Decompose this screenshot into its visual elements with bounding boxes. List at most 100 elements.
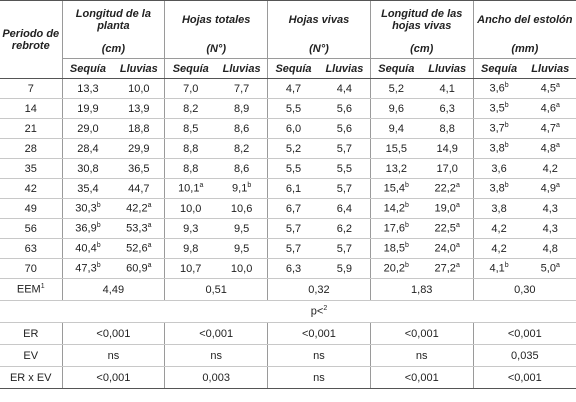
superscript: a bbox=[455, 222, 460, 230]
data-cell: 5,5 bbox=[267, 158, 319, 179]
data-cell: 8,8 bbox=[421, 118, 474, 139]
data-cell: 9,1b bbox=[216, 178, 268, 199]
data-cell: 17,0 bbox=[421, 158, 474, 179]
data-cell: 22,5a bbox=[421, 218, 474, 239]
superscript: b bbox=[405, 242, 409, 250]
season-header: Sequía bbox=[472, 58, 525, 79]
data-cell: 27,2a bbox=[421, 258, 474, 279]
data-cell: 15,5 bbox=[369, 138, 422, 159]
results-table: Periodo de rebrote Longitud de la planta H… bbox=[0, 0, 576, 389]
data-cell: 3,7b bbox=[472, 118, 525, 139]
superscript: a bbox=[455, 262, 460, 270]
season-header: Lluvias bbox=[421, 58, 474, 79]
data-cell: 6,3 bbox=[267, 258, 319, 279]
data-cell: 36,5 bbox=[113, 158, 165, 179]
data-cell: 4,2 bbox=[524, 158, 576, 179]
period: 35 bbox=[0, 158, 62, 179]
superscript: a bbox=[147, 242, 152, 250]
data-cell: 5,6 bbox=[318, 98, 371, 119]
label: EEM bbox=[16, 283, 41, 296]
eem-value: 0,30 bbox=[472, 278, 576, 301]
test-value: <0,001 bbox=[61, 322, 165, 345]
p-row: p<2 bbox=[0, 300, 576, 323]
test-value: ns bbox=[267, 344, 371, 367]
superscript: a bbox=[555, 102, 560, 110]
superscript: a bbox=[455, 202, 460, 210]
data-cell: 5,2 bbox=[369, 78, 422, 99]
superscript: a bbox=[147, 202, 152, 210]
data-cell: 5,7 bbox=[318, 238, 371, 259]
data-cell: 3,8 bbox=[472, 198, 525, 219]
superscript: b bbox=[405, 202, 409, 210]
data-cell: 5,5 bbox=[267, 98, 319, 119]
superscript: b bbox=[405, 182, 409, 190]
superscript: b bbox=[247, 182, 252, 190]
data-cell: 6,0 bbox=[267, 118, 319, 139]
data-cell: 9,3 bbox=[164, 218, 217, 239]
data-cell: 9,4 bbox=[369, 118, 422, 139]
cell-value: 52,6 bbox=[126, 242, 148, 255]
period: 14 bbox=[0, 98, 62, 119]
superscript: a bbox=[147, 222, 152, 230]
superscript: b bbox=[96, 222, 101, 230]
superscript: b bbox=[504, 142, 509, 150]
cell-value: 4,5 bbox=[540, 82, 556, 95]
cell-value: 22,5 bbox=[434, 222, 456, 235]
data-row: 28 28,4 29,9 8,8 8,2 5,2 5,7 15,5 14,9 3,8b 4,8a bbox=[0, 138, 576, 159]
data-cell: 6,4 bbox=[318, 198, 371, 219]
season-header: Sequía bbox=[61, 58, 114, 79]
data-cell: 4,3 bbox=[524, 198, 576, 219]
data-cell: 6,3 bbox=[421, 98, 474, 119]
data-cell: 5,9 bbox=[318, 258, 371, 279]
season-header: Sequía bbox=[267, 58, 319, 79]
period: 49 bbox=[0, 198, 62, 219]
data-cell: 5,7 bbox=[318, 138, 371, 159]
cell-value: 18,5 bbox=[383, 242, 406, 255]
period: 7 bbox=[0, 78, 62, 99]
data-row: 70 47,3b 60,9a 10,7 10,0 6,3 5,9 20,2b 27,2a 4,1b… bbox=[0, 258, 576, 279]
data-cell: 47,3b bbox=[61, 258, 114, 279]
blank bbox=[0, 300, 62, 323]
group-unit: (N°) bbox=[164, 39, 268, 59]
data-cell: 4,6a bbox=[524, 98, 576, 119]
subheader-row: Sequía Lluvias Sequía Lluvias Sequía Lluvias S… bbox=[0, 58, 576, 79]
data-cell: 14,2b bbox=[369, 198, 422, 219]
data-cell: 42,2a bbox=[113, 198, 165, 219]
superscript: a bbox=[555, 182, 560, 190]
data-cell: 35,4 bbox=[61, 178, 114, 199]
data-cell: 8,8 bbox=[164, 158, 217, 179]
eem-row: EEM1 4,49 0,51 0,32 1,83 0,30 bbox=[0, 278, 576, 301]
test-value: <0,001 bbox=[472, 322, 576, 345]
cell-value: 4,1 bbox=[489, 262, 505, 275]
data-cell: 22,2a bbox=[421, 178, 474, 199]
test-value: ns bbox=[267, 366, 371, 389]
eem-value: 4,49 bbox=[61, 278, 165, 301]
cell-value: 4,8 bbox=[540, 142, 556, 155]
data-cell: 8,6 bbox=[216, 158, 268, 179]
data-cell: 5,7 bbox=[267, 238, 319, 259]
superscript: a bbox=[555, 122, 560, 130]
data-cell: 5,7 bbox=[318, 178, 371, 199]
cell-value: 3,7 bbox=[489, 122, 505, 135]
superscript: 1 bbox=[40, 283, 45, 291]
cell-value: 30,3 bbox=[75, 202, 97, 215]
cell-value: 22,2 bbox=[434, 182, 456, 195]
cell-value: 36,9 bbox=[75, 222, 97, 235]
test-value: 0,035 bbox=[472, 344, 576, 367]
group-title: Hojas vivas bbox=[267, 0, 371, 39]
eem-value: 0,32 bbox=[267, 278, 371, 301]
cell-value: 40,4 bbox=[75, 242, 97, 255]
test-row: ER <0,001 <0,001 <0,001 <0,001 <0,001 bbox=[0, 322, 576, 345]
test-label: ER bbox=[0, 322, 62, 345]
group-unit: (cm) bbox=[369, 39, 474, 59]
data-cell: 10,0 bbox=[164, 198, 217, 219]
data-cell: 6,1 bbox=[267, 178, 319, 199]
header-row: Periodo de rebrote Longitud de la planta H… bbox=[0, 0, 576, 79]
data-row: 35 30,8 36,5 8,8 8,6 5,5 5,5 13,2 17,0 3,6 4,2 bbox=[0, 158, 576, 179]
data-row: 63 40,4b 52,6a 9,8 9,5 5,7 5,7 18,5b 24,0a 4,2 4,8 bbox=[0, 238, 576, 259]
superscript: b bbox=[504, 262, 509, 270]
data-cell: 8,8 bbox=[164, 138, 217, 159]
data-cell: 3,8b bbox=[472, 178, 525, 199]
data-cell: 8,9 bbox=[216, 98, 268, 119]
superscript: a bbox=[555, 142, 560, 150]
